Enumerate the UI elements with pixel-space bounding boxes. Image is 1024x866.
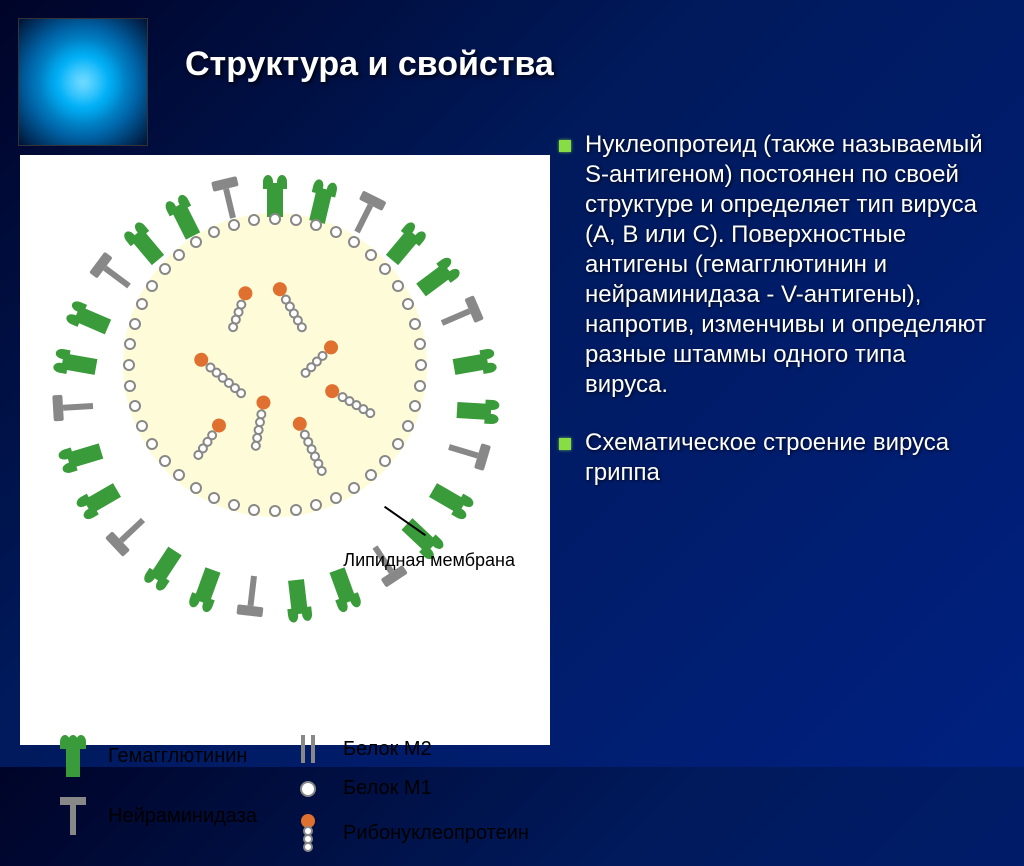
virus-particle (95, 185, 455, 545)
m2-icon (280, 735, 335, 763)
slide-title: Структура и свойства (185, 45, 554, 84)
virus-thumbnail (18, 18, 148, 146)
bullet-2: Схематическое строение вируса гриппа (559, 428, 994, 488)
bullet-marker (559, 438, 571, 450)
na-icon (45, 797, 100, 835)
m1-icon (280, 781, 335, 797)
legend-na-label: Нейраминидаза (108, 805, 257, 828)
legend-rnp-label: Рибонуклеопротеин (343, 822, 529, 845)
legend-m2: Белок M2 (280, 735, 560, 763)
legend-m2-label: Белок M2 (343, 738, 432, 761)
bullet-1: Нуклеопротеид (также называемый S-антиге… (559, 130, 994, 400)
body-text: Нуклеопротеид (также называемый S-антиге… (559, 130, 994, 516)
rnp-icon (280, 814, 335, 852)
legend-ha: Гемагглютинин (45, 735, 295, 777)
legend-m1: Белок M1 (280, 777, 560, 800)
legend-m1-label: Белок M1 (343, 777, 432, 800)
virus-diagram: Липидная мембрана Гемагглютинин (20, 155, 550, 745)
legend-na: Нейраминидаза (45, 797, 295, 835)
bullet-text-2: Схематическое строение вируса гриппа (585, 428, 994, 488)
membrane-label: Липидная мембрана (343, 550, 515, 571)
ha-icon (45, 735, 100, 777)
bullet-text-1: Нуклеопротеид (также называемый S-антиге… (585, 130, 994, 400)
lipid-membrane (123, 213, 427, 517)
legend-ha-label: Гемагглютинин (108, 745, 247, 768)
bullet-marker (559, 140, 571, 152)
legend-rnp: Рибонуклеопротеин (280, 814, 560, 852)
